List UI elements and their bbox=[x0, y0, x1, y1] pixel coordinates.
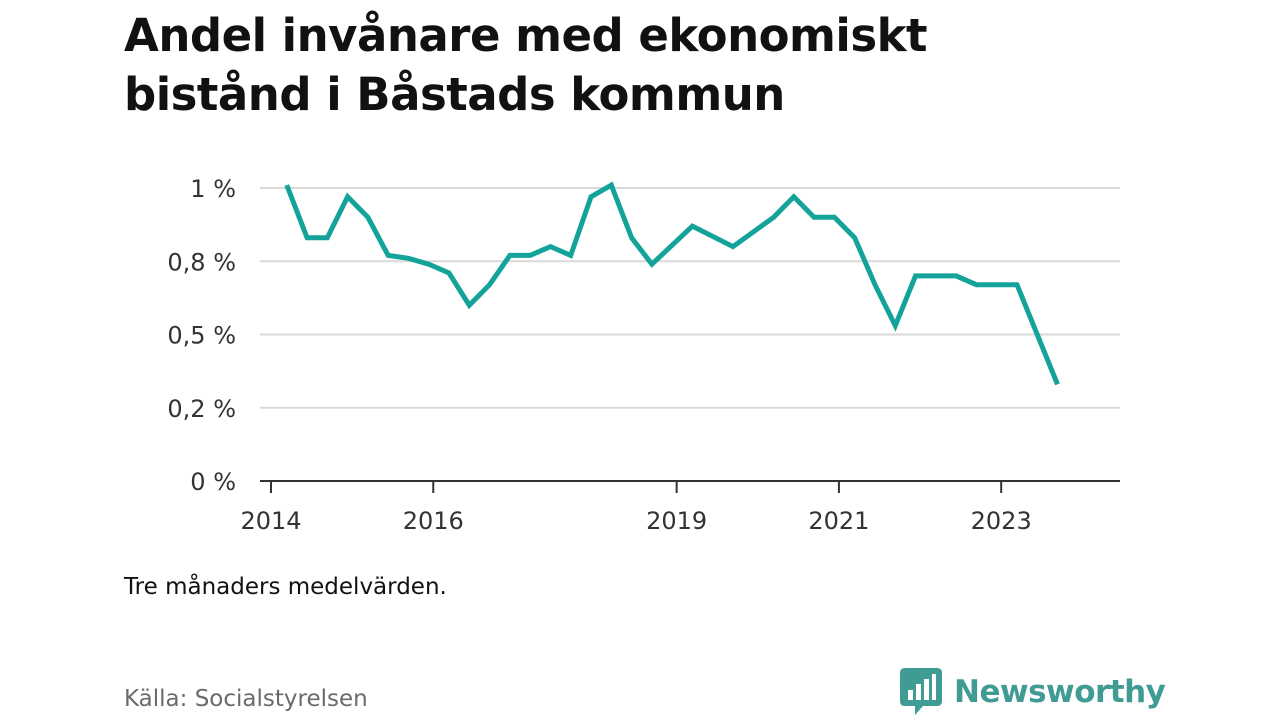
series-group bbox=[284, 181, 1060, 386]
x-axis-ticks bbox=[270, 481, 1003, 493]
y-tick-label: 1 % bbox=[190, 175, 236, 203]
source-credit: Källa: Socialstyrelsen bbox=[124, 686, 368, 712]
x-tick-label: 2021 bbox=[808, 507, 869, 535]
bar-chart-speech-bubble-icon bbox=[900, 668, 942, 715]
y-tick-label: 0,8 % bbox=[167, 248, 236, 276]
y-tick-label: 0 % bbox=[190, 468, 236, 496]
x-tick-label: 2019 bbox=[646, 507, 707, 535]
brand-name: Newsworthy bbox=[954, 674, 1166, 710]
grid-lines bbox=[260, 187, 1120, 409]
series-line bbox=[284, 181, 1060, 386]
y-tick-label: 0,5 % bbox=[167, 322, 236, 350]
x-tick-label: 2014 bbox=[240, 507, 301, 535]
chart-note: Tre månaders medelvärden. bbox=[124, 574, 447, 600]
y-axis-tick-labels: 0 % 0,2 % 0,5 % 0,8 % 1 % bbox=[167, 175, 236, 496]
brand-logo: Newsworthy bbox=[900, 668, 1166, 716]
x-axis-tick-labels: 2014 2016 2019 2021 2023 bbox=[240, 507, 1031, 535]
y-tick-label: 0,2 % bbox=[167, 395, 236, 423]
x-tick-label: 2023 bbox=[971, 507, 1032, 535]
x-tick-label: 2016 bbox=[403, 507, 464, 535]
chart-title: Andel invånare med ekonomiskt bistånd i … bbox=[124, 9, 928, 121]
